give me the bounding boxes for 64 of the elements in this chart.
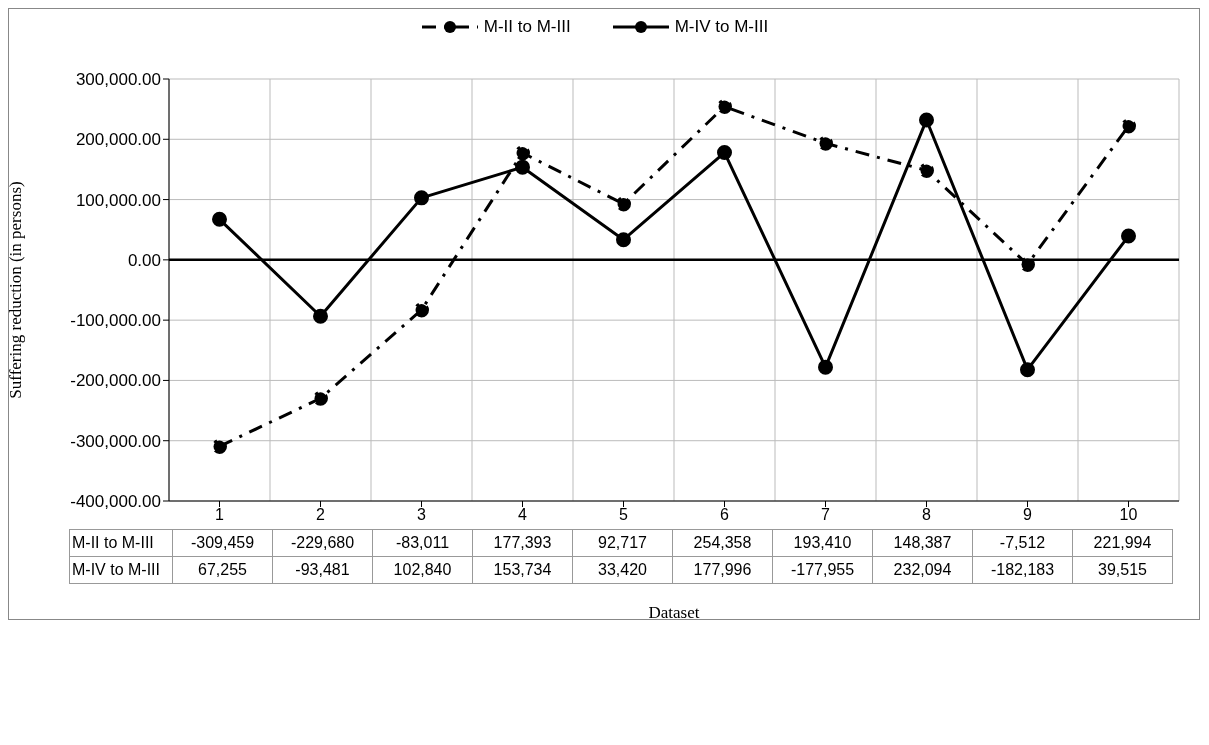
point xyxy=(919,112,934,128)
data-label: -229,680 xyxy=(272,529,373,557)
y-tick-label: -400,000.00 xyxy=(70,492,161,512)
data-label: 177,393 xyxy=(472,529,573,557)
x-tick-label: 3 xyxy=(417,506,427,524)
y-tick-label: 200,000.00 xyxy=(75,130,161,150)
point xyxy=(313,308,328,324)
data-label: -182,183 xyxy=(972,556,1073,584)
point xyxy=(1121,118,1136,134)
y-tick-label: -200,000.00 xyxy=(70,371,161,391)
data-label: 148,387 xyxy=(872,529,973,557)
y-axis-title: Suffering reduction (in persons) xyxy=(6,181,26,399)
text: M-II to M-III xyxy=(72,534,154,551)
x-tick-label: 4 xyxy=(518,506,528,524)
x-tick-label: 10 xyxy=(1119,506,1138,524)
y-tick-label: 300,000.00 xyxy=(75,70,161,90)
point xyxy=(818,359,833,375)
point xyxy=(414,190,429,206)
data-label: 67,255 xyxy=(172,556,273,584)
point xyxy=(313,390,328,406)
point xyxy=(414,302,429,318)
data-label: 254,358 xyxy=(672,529,773,557)
y-tick-label: 100,000.00 xyxy=(75,190,161,210)
data-label: -83,011 xyxy=(372,529,473,557)
y-tick-label: 0.00 xyxy=(127,250,161,270)
point xyxy=(1020,256,1035,272)
point xyxy=(212,438,227,454)
point xyxy=(919,162,934,178)
point xyxy=(717,99,732,115)
data-label: -309,459 xyxy=(172,529,273,557)
legend-label: M-II to M-III xyxy=(483,17,571,37)
data-label: -93,481 xyxy=(272,556,373,584)
data-label: 193,410 xyxy=(772,529,873,557)
data-label: 33,420 xyxy=(572,556,673,584)
x-tick-label: 7 xyxy=(821,506,831,524)
data-label: -177,955 xyxy=(772,556,873,584)
point xyxy=(1020,362,1035,378)
x-tick-label: 8 xyxy=(922,506,932,524)
x-tick-label: 5 xyxy=(619,506,629,524)
data-label: -7,512 xyxy=(972,529,1073,557)
x-tick-label: 9 xyxy=(1023,506,1033,524)
data-label: 153,734 xyxy=(472,556,573,584)
x-axis-title: Dataset xyxy=(647,603,701,623)
y-tick-label: -300,000.00 xyxy=(70,431,161,451)
point xyxy=(212,211,227,227)
legend-label: M-IV to M-III xyxy=(674,17,769,37)
y-tick-label: -100,000.00 xyxy=(70,311,161,331)
x-tick-label: 2 xyxy=(316,506,326,524)
data-label: 39,515 xyxy=(1072,556,1173,584)
data-label: 92,717 xyxy=(572,529,673,557)
point xyxy=(1121,228,1136,244)
point xyxy=(717,145,732,161)
point xyxy=(515,159,530,175)
text: M-IV to M-III xyxy=(72,561,160,578)
point xyxy=(515,145,530,161)
point xyxy=(818,135,833,151)
point xyxy=(616,196,631,212)
data-label: 177,996 xyxy=(672,556,773,584)
data-label: 102,840 xyxy=(372,556,473,584)
point xyxy=(616,232,631,248)
data-label: 221,994 xyxy=(1072,529,1173,557)
data-label: 232,094 xyxy=(872,556,973,584)
x-tick-label: 6 xyxy=(720,506,730,524)
x-tick-label: 1 xyxy=(215,506,225,524)
